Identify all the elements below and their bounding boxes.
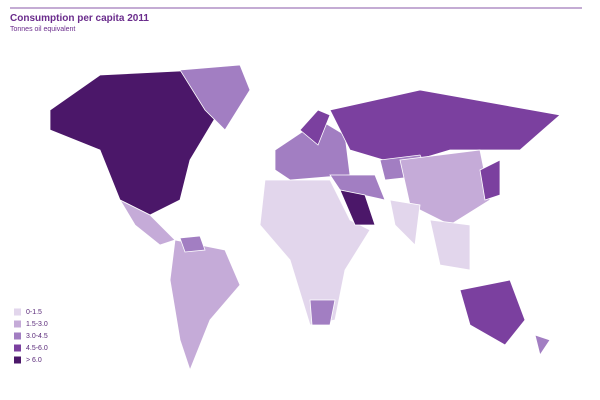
india bbox=[389, 199, 421, 246]
north-america bbox=[49, 69, 221, 216]
russia bbox=[329, 89, 561, 166]
china bbox=[399, 149, 491, 226]
greenland bbox=[179, 64, 251, 131]
mexico-central bbox=[118, 199, 176, 246]
legend-label: 0-1.5 bbox=[26, 309, 42, 316]
legend-swatch bbox=[14, 332, 21, 340]
south-africa bbox=[309, 299, 336, 326]
africa bbox=[259, 179, 371, 326]
legend-label: > 6.0 bbox=[26, 357, 42, 364]
japan-korea bbox=[479, 159, 501, 201]
venezuela bbox=[179, 235, 206, 253]
legend-label: 4.5-6.0 bbox=[26, 345, 48, 352]
legend-label: 3.0-4.5 bbox=[26, 333, 48, 340]
scandinavia bbox=[299, 109, 331, 146]
australia bbox=[459, 279, 526, 346]
legend-swatch bbox=[14, 308, 21, 316]
new-zealand bbox=[534, 334, 551, 356]
saudi-arabia bbox=[339, 189, 376, 226]
legend-swatch bbox=[14, 320, 21, 328]
world-map bbox=[49, 64, 561, 372]
south-america bbox=[169, 239, 241, 372]
legend: 0-1.5 1.5-3.0 3.0-4.5 4.5-6.0 > 6.0 bbox=[14, 308, 48, 364]
legend-label: 1.5-3.0 bbox=[26, 321, 48, 328]
subtitle: Tonnes oil equivalent bbox=[10, 26, 75, 33]
legend-swatch bbox=[14, 344, 21, 352]
middle-east bbox=[329, 174, 386, 201]
legend-swatch bbox=[14, 356, 21, 364]
title: Consumption per capita 2011 bbox=[10, 13, 149, 24]
southeast-asia bbox=[429, 219, 471, 271]
